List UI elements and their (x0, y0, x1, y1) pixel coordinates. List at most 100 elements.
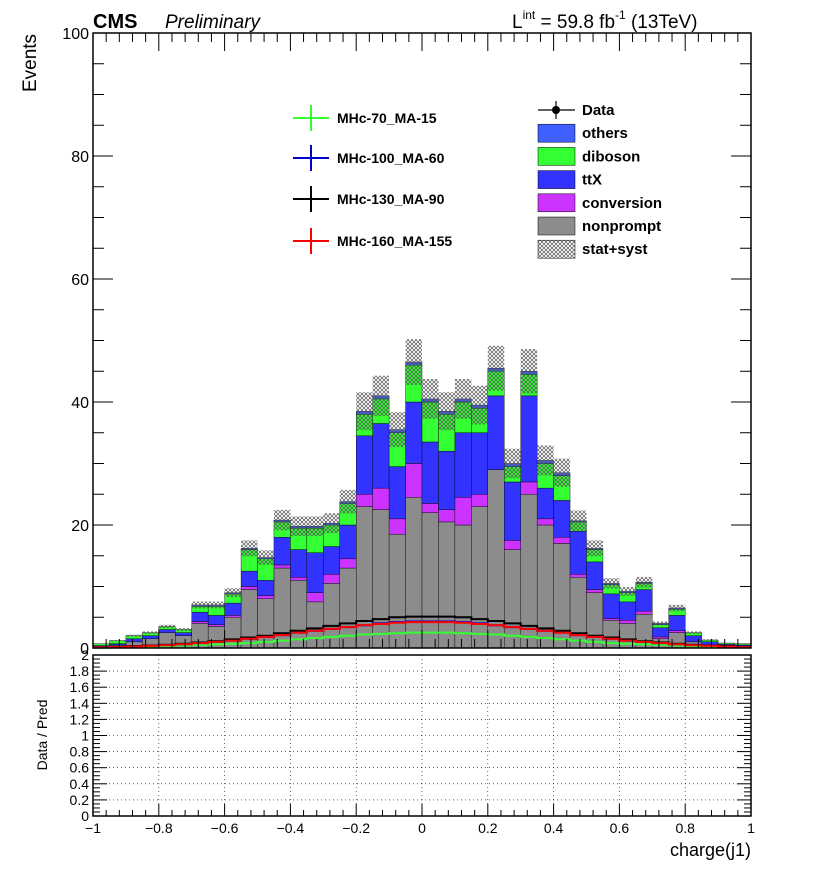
legend-swatch-conversion (537, 193, 576, 213)
uncertainty-bin-7 (208, 601, 225, 609)
bar-nonprompt-21 (438, 521, 456, 649)
bar-ttX-30 (586, 561, 604, 590)
bar-ttX-33 (635, 589, 653, 612)
bar-ttX-2 (125, 638, 143, 643)
legend-swatch-nonprompt (537, 216, 576, 236)
uncertainty-bin-0 (93, 643, 110, 645)
bar-ttX-29 (569, 530, 587, 575)
uncertainty-bin-17 (372, 375, 390, 417)
bar-nonprompt-12 (290, 580, 308, 649)
y-axis-title: Events (20, 34, 41, 92)
uncertainty-bin-6 (191, 601, 209, 609)
uncertainty-bin-25 (504, 448, 521, 479)
uncertainty-bin-15 (339, 489, 357, 514)
bar-ttX-14 (323, 546, 340, 575)
bar-ttX-22 (454, 432, 472, 498)
uncertainty-bin-36 (685, 631, 702, 634)
uncertainty-bin-11 (273, 509, 291, 531)
legend-swatch-stat+syst (537, 239, 576, 259)
bar-ttX-5 (175, 632, 192, 636)
ratio-plot-area (93, 655, 751, 816)
legend-label-ttX: ttX (582, 172, 602, 189)
ratio-y-tick-label-1: 0.2 (70, 792, 90, 808)
bar-ttX-19 (405, 401, 423, 464)
bar-ttX-8 (224, 602, 242, 616)
bar-ttX-27 (536, 487, 554, 520)
bar-conversion-13 (306, 592, 324, 603)
uncertainty-bin-26 (520, 349, 538, 394)
uncertainty-bin-16 (356, 392, 373, 431)
bar-ttX-35 (668, 615, 686, 631)
ratio-y-tick-label-7: 1.4 (70, 695, 90, 711)
bar-nonprompt-22 (454, 524, 472, 649)
bar-conversion-12 (290, 577, 308, 581)
bar-ttX-26 (520, 395, 538, 483)
y-tick-label-0: 0 (80, 641, 89, 658)
lumi-label: Lint = 59.8 fb-1 (13TeV) (512, 8, 698, 33)
signal-line-MHc-70_MA-15 (93, 631, 751, 649)
uncertainty-bin-38 (718, 642, 735, 644)
uncertainty-bin-14 (323, 513, 340, 534)
x-tick-label-6: 0.2 (478, 820, 498, 836)
ratio-y-tick-label-10: 2 (81, 647, 89, 663)
bar-nonprompt-19 (405, 497, 423, 649)
ratio-y-tick-label-6: 1.2 (70, 711, 90, 727)
bar-conversion-11 (273, 564, 291, 569)
uncertainty-bin-20 (422, 378, 439, 419)
legend-label-MHc-100_MA-60: MHc-100_MA-60 (337, 150, 445, 166)
uncertainty-bin-27 (537, 445, 554, 476)
legend-label-MHc-160_MA-155: MHc-160_MA-155 (337, 233, 452, 249)
bar-ttX-7 (207, 615, 225, 625)
ratio-y-tick-label-9: 1.8 (70, 663, 90, 679)
legend-label-MHc-70_MA-15: MHc-70_MA-15 (337, 110, 437, 126)
legend-label-others: others (582, 125, 628, 142)
main-plot-area (92, 339, 752, 649)
y-tick-label-80: 80 (71, 149, 89, 166)
bar-ttX-11 (273, 537, 291, 566)
status-label: Preliminary (165, 12, 262, 33)
uncertainty-bin-2 (125, 634, 143, 637)
uncertainty-bin-35 (668, 604, 686, 612)
legend-label-nonprompt: nonprompt (582, 218, 661, 235)
bar-ttX-10 (257, 580, 275, 596)
bar-ttX-13 (306, 552, 324, 593)
ratio-y-tick-label-5: 1 (81, 728, 89, 744)
bar-conversion-32 (619, 620, 637, 624)
bar-ttX-34 (652, 627, 669, 638)
x-tick-label-2: −0.6 (211, 820, 239, 836)
legend-label-stat+syst: stat+syst (582, 241, 647, 258)
bar-conversion-7 (207, 624, 225, 627)
uncertainty-bin-30 (586, 540, 603, 557)
y-tick-label-60: 60 (71, 272, 89, 289)
signal-legend: MHc-70_MA-15 MHc-100_MA-60 MHc-130_MA-90 MH… (293, 105, 452, 254)
bar-conversion-30 (586, 589, 604, 593)
bar-ttX-17 (372, 423, 390, 489)
bar-ttX-36 (685, 635, 702, 643)
x-tick-label-8: 0.6 (610, 820, 630, 836)
uncertainty-bin-13 (306, 516, 324, 536)
uncertainty-bin-9 (241, 540, 258, 557)
bar-ttX-4 (158, 629, 176, 633)
bar-ttX-24 (487, 395, 505, 470)
bar-conversion-22 (454, 497, 472, 526)
x-tick-label-7: 0.4 (544, 820, 564, 836)
bar-ttX-12 (290, 549, 308, 578)
y-tick-label-100: 100 (62, 26, 89, 43)
experiment-label: CMS (93, 11, 137, 33)
bar-conversion-10 (257, 595, 275, 599)
x-tick-label-5: 0 (418, 820, 426, 836)
bar-conversion-23 (471, 494, 489, 507)
bar-conversion-27 (536, 518, 554, 526)
uncertainty-bin-37 (701, 639, 719, 641)
bar-ttX-32 (619, 601, 637, 621)
bar-conversion-26 (520, 481, 538, 495)
bar-conversion-21 (438, 509, 456, 523)
uncertainty-bin-39 (734, 643, 751, 645)
bar-conversion-34 (652, 636, 669, 639)
uncertainty-bin-5 (175, 628, 192, 632)
uncertainty-bin-1 (109, 640, 126, 642)
uncertainty-bin-12 (290, 516, 307, 536)
uncertainty-bin-31 (602, 578, 620, 589)
bar-ttX-31 (602, 593, 620, 619)
